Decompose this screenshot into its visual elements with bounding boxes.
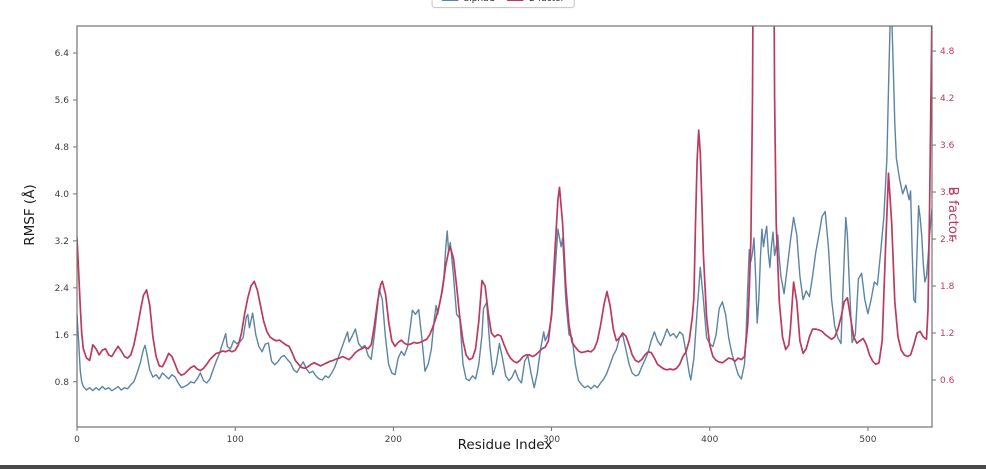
x-tick-label: 400 — [701, 435, 718, 445]
y-axis-label-right: B factor — [945, 186, 961, 240]
y-right-tick-label: 1.2 — [940, 329, 954, 339]
x-tick-label: 100 — [227, 435, 244, 445]
x-tick-label: 500 — [859, 435, 876, 445]
legend-label-alphac: alphaC — [464, 0, 495, 5]
y-right-tick-label: 1.8 — [940, 282, 955, 292]
y-left-tick-label: 4.0 — [55, 190, 70, 200]
plot-frame — [76, 25, 933, 428]
y-right-tick-label: 3.0 — [940, 188, 955, 198]
y-left-tick-label: 6.4 — [55, 49, 70, 59]
y-right-tick-label: 0.6 — [940, 376, 955, 386]
series-group — [77, 26, 932, 392]
legend-label-bfactor: B factor — [529, 0, 564, 5]
series-line-b-factor — [77, 26, 932, 377]
y-right-tick-label: 2.4 — [940, 235, 955, 245]
y-right-tick-label: 3.6 — [940, 141, 955, 151]
y-left-tick-label: 4.8 — [55, 143, 70, 153]
y-right-tick-label: 4.2 — [940, 94, 954, 104]
legend-item-alphac: alphaC — [441, 0, 495, 5]
y-left-tick-label: 2.4 — [55, 284, 70, 294]
legend: alphaC B factor — [431, 0, 575, 8]
x-tick-label: 300 — [543, 435, 560, 445]
y-left-tick-label: 1.6 — [55, 331, 70, 341]
y-right-tick-label: 4.8 — [940, 47, 955, 57]
window-bottom-edge — [0, 465, 986, 469]
ticks-group: 0 100 200 300 400 500 0.8 1.6 2.4 3.2 4.0 4.8 5.6 6.4… — [55, 47, 955, 445]
y-left-tick-label: 0.8 — [55, 378, 70, 388]
y-left-tick-label: 5.6 — [55, 96, 70, 106]
alphac-line-swatch — [441, 0, 459, 1]
y-left-tick-label: 3.2 — [55, 237, 69, 247]
series-line-alphac — [77, 26, 932, 392]
x-tick-label: 200 — [385, 435, 402, 445]
y-axis-label-left: RMSF (Å) — [22, 184, 38, 246]
legend-item-bfactor: B factor — [506, 0, 564, 5]
x-tick-label: 0 — [74, 435, 80, 445]
x-axis-label: Residue Index — [457, 437, 553, 453]
bfactor-line-swatch — [506, 0, 524, 1]
